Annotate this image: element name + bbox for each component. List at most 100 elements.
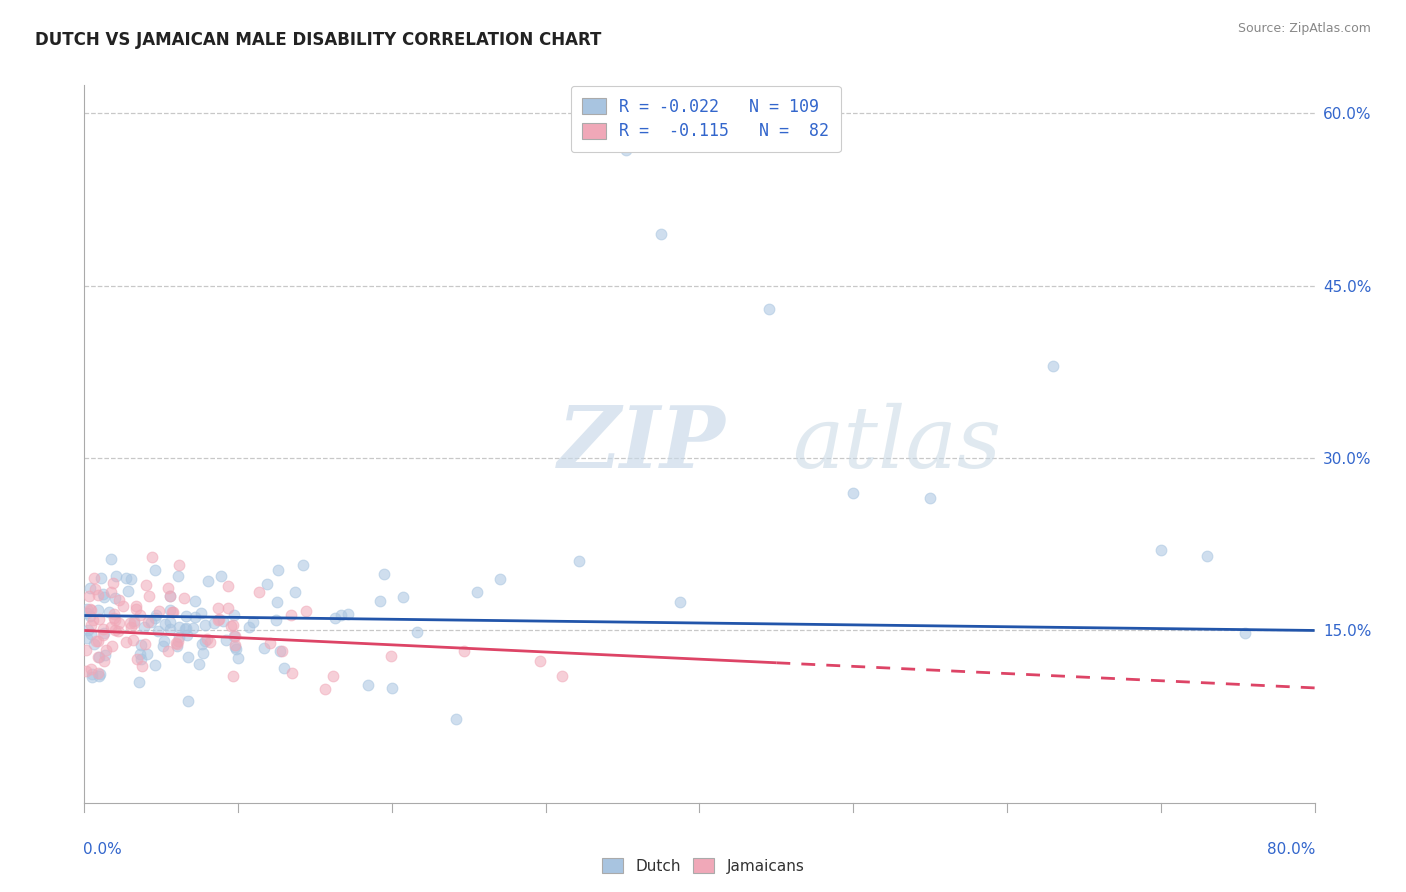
Point — [103, 607, 125, 621]
Point — [668, 595, 690, 609]
Point — [152, 639, 174, 653]
Point — [135, 578, 157, 592]
Point — [368, 593, 391, 607]
Point — [167, 568, 190, 582]
Point — [136, 615, 159, 629]
Point — [127, 651, 149, 665]
Point — [650, 227, 672, 241]
Point — [202, 615, 225, 630]
Point — [108, 593, 131, 607]
Point — [356, 677, 378, 691]
Point — [125, 602, 148, 616]
Point — [105, 568, 128, 582]
Point — [256, 577, 278, 591]
Point — [93, 654, 115, 668]
Point — [568, 554, 591, 568]
Point — [101, 576, 124, 591]
Point — [159, 603, 181, 617]
Point — [128, 675, 150, 690]
Point — [159, 589, 181, 603]
Point — [93, 586, 115, 600]
Point — [145, 607, 167, 622]
Point — [224, 629, 246, 643]
Text: 0.0%: 0.0% — [83, 842, 122, 857]
Point — [273, 661, 295, 675]
Text: Source: ZipAtlas.com: Source: ZipAtlas.com — [1237, 22, 1371, 36]
Point — [614, 143, 637, 157]
Point — [197, 574, 219, 588]
Point — [217, 579, 239, 593]
Point — [190, 606, 212, 620]
Point — [132, 620, 155, 634]
Point — [173, 591, 195, 605]
Point — [98, 605, 121, 619]
Point — [165, 635, 187, 649]
Point — [79, 581, 101, 595]
Point — [83, 637, 105, 651]
Point — [87, 650, 110, 665]
Point — [381, 681, 404, 695]
Point — [100, 552, 122, 566]
Point — [181, 621, 204, 635]
Point — [89, 650, 111, 665]
Point — [104, 591, 127, 606]
Point — [758, 301, 780, 316]
Point — [135, 648, 157, 662]
Point — [184, 594, 207, 608]
Point — [176, 649, 198, 664]
Point — [122, 614, 145, 628]
Point — [91, 622, 114, 636]
Point — [87, 613, 110, 627]
Point — [224, 608, 246, 623]
Point — [143, 611, 166, 625]
Point — [79, 609, 101, 624]
Point — [920, 491, 942, 506]
Point — [166, 637, 188, 651]
Point — [87, 669, 110, 683]
Point — [138, 590, 160, 604]
Point — [191, 637, 214, 651]
Point — [129, 648, 152, 662]
Point — [198, 635, 221, 649]
Point — [160, 606, 183, 620]
Point — [529, 654, 551, 668]
Text: atlas: atlas — [792, 402, 1001, 485]
Point — [93, 648, 115, 663]
Point — [159, 589, 181, 603]
Point — [292, 558, 315, 572]
Point — [1042, 359, 1064, 374]
Point — [167, 634, 190, 648]
Point — [266, 595, 288, 609]
Legend: Dutch, Jamaicans: Dutch, Jamaicans — [596, 852, 810, 880]
Point — [184, 610, 207, 624]
Point — [157, 581, 180, 595]
Point — [129, 652, 152, 666]
Point — [143, 658, 166, 673]
Point — [488, 572, 510, 586]
Point — [373, 567, 395, 582]
Point — [134, 637, 156, 651]
Point — [120, 620, 142, 634]
Point — [1234, 625, 1257, 640]
Point — [174, 621, 197, 635]
Point — [1195, 549, 1218, 563]
Point — [131, 659, 153, 673]
Point — [264, 613, 287, 627]
Point — [82, 613, 104, 627]
Text: 80.0%: 80.0% — [1267, 842, 1316, 857]
Point — [177, 693, 200, 707]
Point — [1150, 543, 1173, 558]
Point — [75, 664, 97, 678]
Point — [79, 601, 101, 615]
Point — [153, 617, 176, 632]
Point — [104, 623, 127, 637]
Point — [143, 563, 166, 577]
Point — [76, 606, 98, 620]
Point — [219, 619, 242, 633]
Point — [80, 602, 103, 616]
Point — [93, 590, 115, 604]
Point — [173, 622, 195, 636]
Point — [207, 601, 229, 615]
Point — [224, 629, 246, 643]
Point — [80, 666, 103, 681]
